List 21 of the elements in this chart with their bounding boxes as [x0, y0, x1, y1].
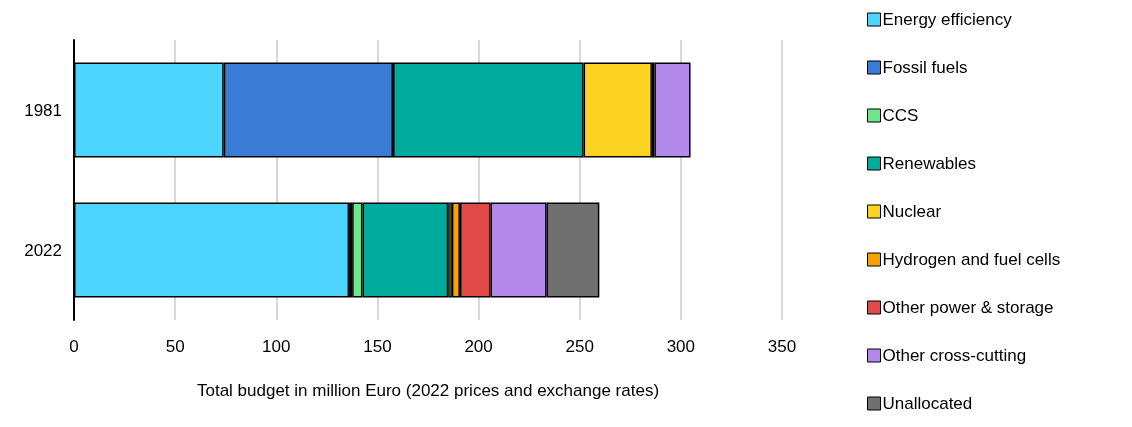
- x-tick-label: 100: [262, 337, 291, 356]
- x-axis-title: Total budget in million Euro (2022 prices and exchange rates): [196, 381, 660, 400]
- x-tick-label: 150: [363, 337, 392, 356]
- legend-label: Unallocated: [882, 394, 973, 413]
- legend-label: Nuclear: [882, 202, 942, 221]
- legend-label: Other power & storage: [882, 298, 1054, 317]
- x-tick-label: 0: [69, 337, 79, 356]
- legend-label: Fossil fuels: [882, 58, 968, 77]
- x-tick-label: 300: [666, 337, 696, 356]
- x-tick-label: 350: [767, 337, 797, 356]
- legend-label: Renewables: [882, 154, 977, 173]
- legend-label: Hydrogen and fuel cells: [882, 250, 1061, 269]
- y-tick-label: 2022: [24, 240, 62, 260]
- bar: [654, 62, 691, 158]
- legend-label: CCS: [882, 106, 919, 125]
- y-tick-label: 1981: [24, 100, 62, 120]
- x-tick-label: 50: [165, 337, 185, 356]
- x-tick-label: 250: [565, 337, 594, 356]
- legend-label: Other cross-cutting: [882, 346, 1027, 365]
- x-tick-label: 200: [464, 337, 493, 356]
- legend-label: Energy efficiency: [882, 10, 1013, 29]
